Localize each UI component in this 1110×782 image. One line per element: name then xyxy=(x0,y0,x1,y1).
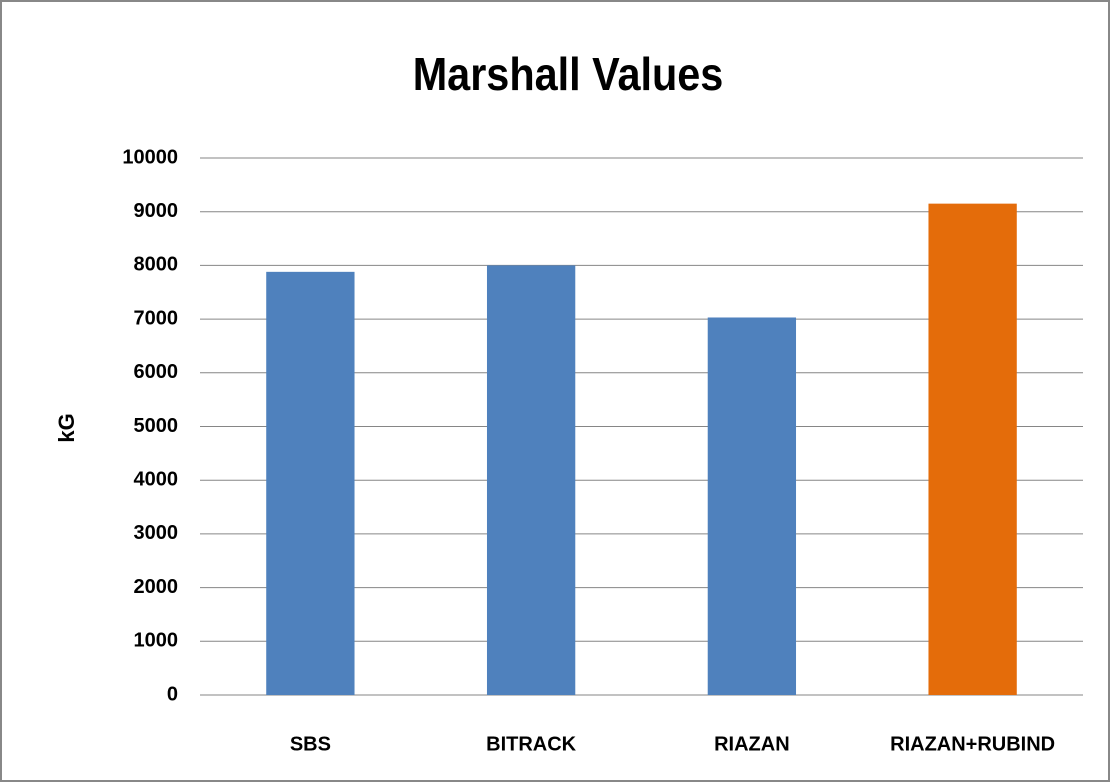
y-tick-label: 3000 xyxy=(134,522,179,544)
x-tick-label: SBS xyxy=(290,733,331,755)
y-axis-label: kG xyxy=(54,413,79,442)
y-tick-label: 9000 xyxy=(134,200,179,222)
bar xyxy=(486,265,576,695)
y-tick-label: 7000 xyxy=(134,307,179,329)
y-tick-label: 2000 xyxy=(134,576,179,598)
y-tick-label: 0 xyxy=(167,683,178,705)
bar xyxy=(928,203,1017,695)
bar xyxy=(707,317,797,695)
chart-title: Marshall Values xyxy=(413,49,724,101)
y-tick-label: 4000 xyxy=(134,468,179,490)
x-tick-label: BITRACK xyxy=(486,733,577,755)
y-tick-label: 5000 xyxy=(134,415,179,437)
x-tick-label: RIAZAN xyxy=(714,733,790,755)
y-tick-label: 6000 xyxy=(134,361,179,383)
y-tick-label: 8000 xyxy=(134,254,179,276)
y-tick-label: 10000 xyxy=(122,146,178,168)
y-tick-label: 1000 xyxy=(134,630,179,652)
bar xyxy=(266,271,355,695)
x-tick-label: RIAZAN+RUBIND xyxy=(890,733,1055,755)
